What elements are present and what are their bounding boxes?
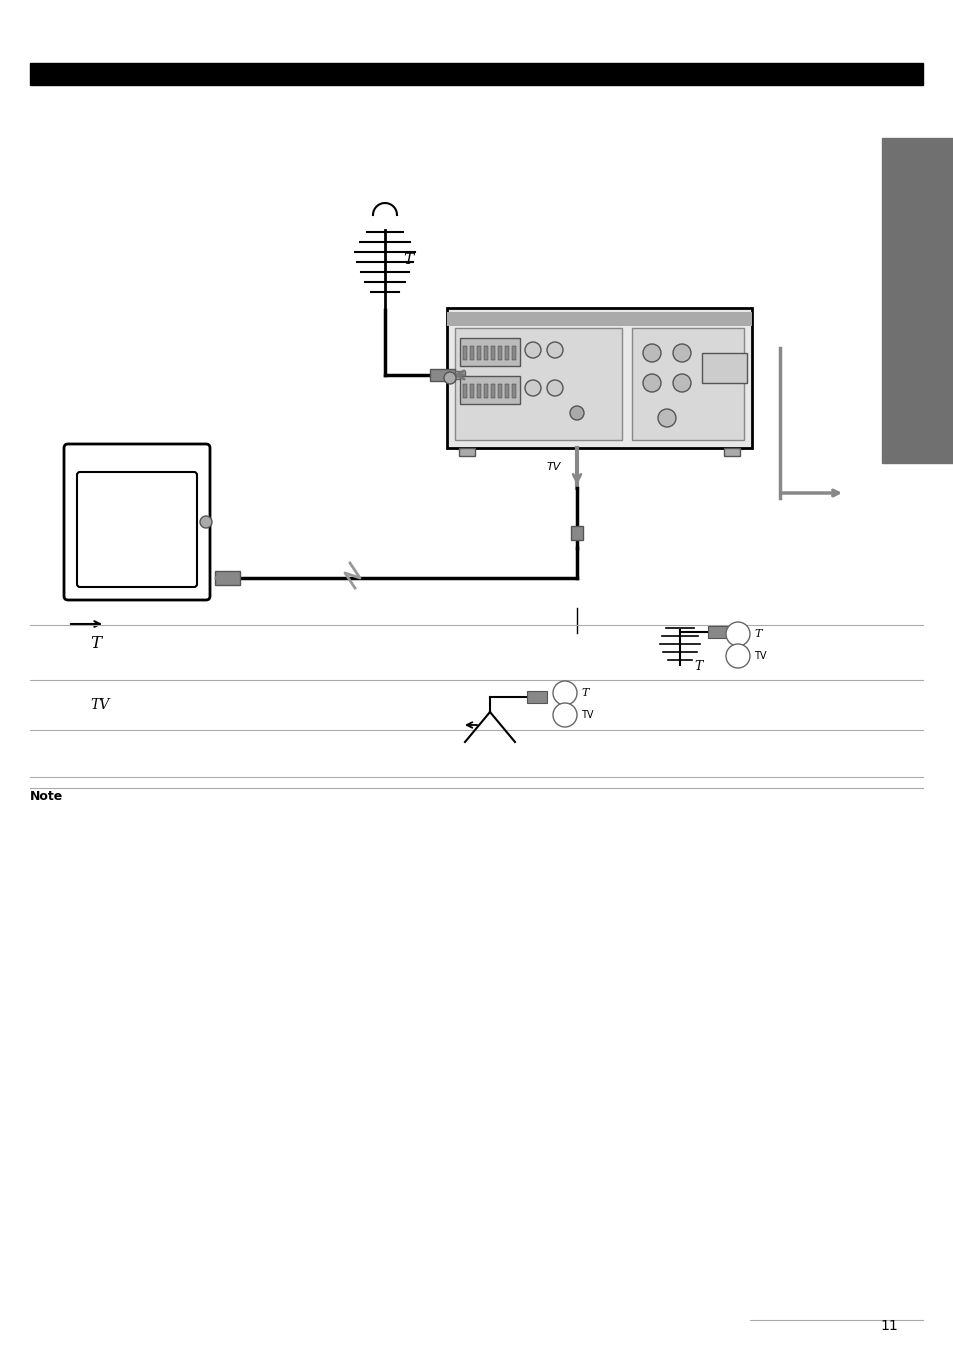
Circle shape [642,374,660,392]
Bar [526,691,546,703]
Text: T: T [753,629,760,640]
Bar [483,346,488,360]
Circle shape [553,703,577,728]
Bar [504,383,509,398]
Bar [504,346,509,360]
Text: TV: TV [753,650,765,661]
Bar [430,369,455,381]
Text: TV: TV [546,462,560,472]
Circle shape [524,379,540,396]
Circle shape [553,682,577,705]
Circle shape [658,409,676,427]
Bar [491,346,495,360]
Bar [459,375,519,404]
Text: T: T [693,660,701,673]
Bar [701,354,746,383]
Bar [631,328,743,440]
Circle shape [569,406,583,420]
Text: T: T [90,635,101,653]
Text: 11: 11 [879,1318,897,1333]
Bar [882,138,953,463]
Bar [497,383,501,398]
Text: TV: TV [90,698,110,711]
Circle shape [443,373,456,383]
Bar [512,383,516,398]
Bar [476,383,480,398]
Circle shape [546,379,562,396]
Bar [447,312,751,327]
Circle shape [725,644,749,668]
Circle shape [672,344,690,362]
Bar [455,371,464,379]
Bar [483,383,488,398]
Circle shape [642,344,660,362]
Circle shape [200,516,212,528]
Text: Note: Note [30,790,63,804]
Bar [214,570,240,585]
Bar [707,626,727,638]
Bar [571,526,582,541]
FancyBboxPatch shape [77,472,196,587]
Text: T: T [580,688,588,698]
Bar [470,346,474,360]
Bar [491,383,495,398]
Bar [462,346,467,360]
Text: T: T [402,253,413,267]
Bar [476,346,480,360]
Bar [455,328,621,440]
FancyBboxPatch shape [64,444,210,600]
Bar [458,449,475,457]
Circle shape [546,341,562,358]
Bar [459,337,519,366]
Circle shape [524,341,540,358]
Bar [447,308,751,449]
Text: TV: TV [580,710,593,720]
Bar [512,346,516,360]
Circle shape [672,374,690,392]
Circle shape [725,622,749,646]
Bar [462,383,467,398]
Bar [470,383,474,398]
Bar [30,62,923,85]
Bar [723,449,740,457]
Bar [497,346,501,360]
